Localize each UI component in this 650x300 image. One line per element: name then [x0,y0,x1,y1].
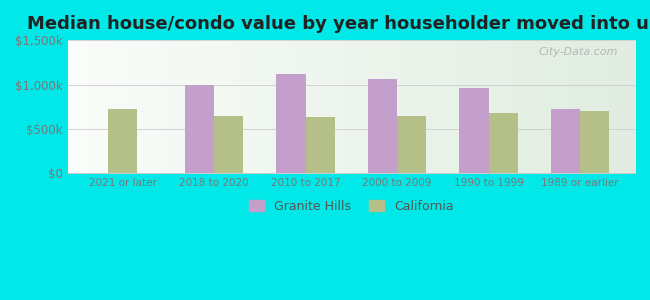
Bar [580,111,610,173]
Text: City-Data.com: City-Data.com [538,47,618,57]
Bar [489,113,518,173]
Title: Median house/condo value by year householder moved into unit: Median house/condo value by year househo… [27,15,650,33]
Bar [551,109,580,173]
Bar [108,109,137,173]
Bar [185,85,214,173]
Bar [306,117,335,173]
Legend: Granite Hills, California: Granite Hills, California [244,195,459,218]
Bar [368,79,397,173]
Bar [214,116,243,173]
Bar [460,88,489,173]
Bar [276,74,306,173]
Bar [397,116,426,173]
